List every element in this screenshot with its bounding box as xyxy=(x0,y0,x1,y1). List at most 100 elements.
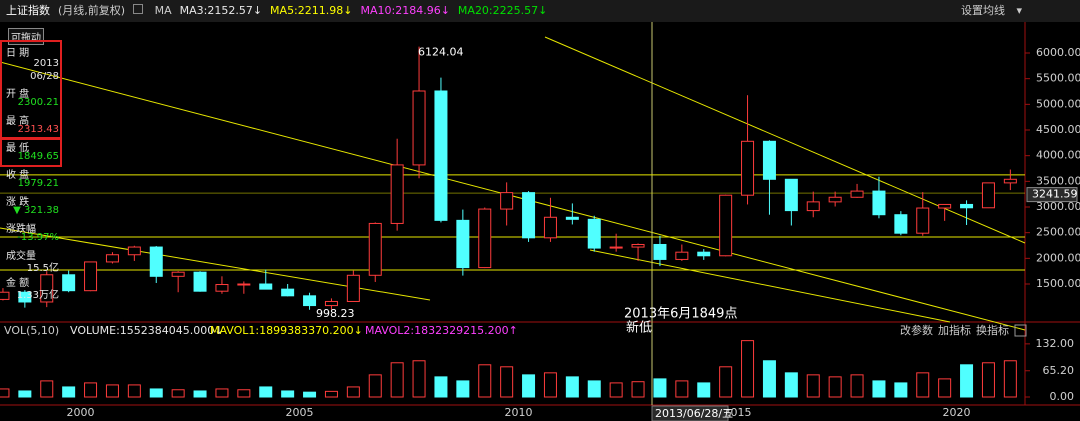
ma-settings-text[interactable]: 设置均线 xyxy=(960,4,1005,17)
volume-legend: VOLUME:1552384045.000↓ xyxy=(70,324,223,337)
volume-bar xyxy=(565,376,579,398)
volume-bar xyxy=(303,391,317,398)
volume-bar xyxy=(609,382,623,398)
volume-bar xyxy=(806,374,820,398)
candle-body xyxy=(938,203,952,209)
ma-value: MA10:2184.96↓ xyxy=(360,4,450,17)
candle-body xyxy=(303,295,317,307)
info-label: 成交量 xyxy=(6,251,36,262)
y-tick-label: 65.20 xyxy=(1043,364,1075,377)
y-tick-label: 0.00 xyxy=(1050,390,1075,403)
info-value: 1849.65 xyxy=(17,151,59,162)
annotation: 新低 xyxy=(626,320,652,336)
volume-bar xyxy=(18,390,32,398)
volume-title: VOL(5,10) xyxy=(4,324,59,337)
volume-button[interactable]: 换指标 xyxy=(976,323,1009,337)
volume-bar xyxy=(346,386,360,398)
info-row: 涨 跌 ▼ 321.38 xyxy=(0,191,62,218)
volume-bar xyxy=(62,386,76,398)
info-value: 15.5亿 xyxy=(26,263,59,274)
candle-body xyxy=(675,251,689,260)
volume-bar xyxy=(149,388,163,398)
volume-bar xyxy=(127,384,141,398)
candle-body xyxy=(587,218,601,249)
volume-bar xyxy=(960,364,974,398)
candle-body xyxy=(522,192,536,239)
volume-bar xyxy=(40,380,54,398)
info-label: 收 盘 xyxy=(6,170,30,181)
volume-bar xyxy=(784,372,798,398)
ma-label: MA xyxy=(154,4,172,17)
info-value: 1.33万亿 xyxy=(16,290,59,301)
volume-bar xyxy=(281,390,295,398)
volume-button[interactable]: 改参数 xyxy=(900,323,933,337)
ma-value: MA5:2211.98↓ xyxy=(270,4,353,17)
peak-label: 6124.04 xyxy=(418,46,464,59)
candle-body xyxy=(697,251,711,257)
y-tick-label: 2500.00 xyxy=(1036,226,1080,239)
candle-body xyxy=(237,283,251,286)
candle-body xyxy=(18,291,32,303)
volume-bar xyxy=(237,389,251,398)
volume-bar xyxy=(850,374,864,398)
volume-bar xyxy=(368,374,382,398)
candle-body xyxy=(62,274,76,292)
volume-bar xyxy=(434,376,448,398)
info-label: 最 低 xyxy=(6,143,30,154)
price-panel xyxy=(0,22,1025,322)
volume-bar xyxy=(916,372,930,398)
candle-body xyxy=(916,207,930,234)
candle-body xyxy=(434,90,448,221)
cursor-date-box xyxy=(651,405,729,421)
volume-bar xyxy=(719,366,733,398)
volume-bar xyxy=(171,389,185,398)
ma-value: MA20:2225.57↓ xyxy=(457,4,548,17)
candle-body xyxy=(171,271,185,277)
x-tick-label: 2020 xyxy=(943,406,971,419)
candle-body xyxy=(762,140,776,180)
volume-bar xyxy=(675,380,689,398)
y-tick-label: 5500.00 xyxy=(1036,72,1080,85)
volume-bar xyxy=(543,372,557,398)
volume-bar xyxy=(84,382,98,398)
info-row: 最 低 1849.65 xyxy=(0,137,62,164)
date-year: 2013 xyxy=(33,58,59,69)
last-price-label: 3241.59 xyxy=(1032,188,1078,201)
info-label: 金 额 xyxy=(6,278,30,289)
volume-bar xyxy=(456,380,470,398)
info-row: 金 额 1.33万亿 xyxy=(0,272,62,301)
info-rows: 开 盘 2300.21 最 高 2313.43 最 低 1849.65 收 盘 1979.21… xyxy=(0,83,62,301)
candle-body xyxy=(324,300,338,307)
last-price-box xyxy=(1026,187,1078,203)
trough-label: 998.23 xyxy=(316,307,355,320)
volume-bar xyxy=(894,382,908,398)
candle-body xyxy=(784,178,798,212)
candle-body xyxy=(215,284,229,292)
x-tick-label: 2010 xyxy=(505,406,533,419)
candle-body xyxy=(105,254,119,263)
candle-body xyxy=(741,140,755,196)
candle-body xyxy=(40,274,54,303)
info-row: 开 盘 2300.21 xyxy=(0,83,62,110)
candle-body xyxy=(565,216,579,220)
volume-bar xyxy=(631,381,645,398)
trend-line xyxy=(589,249,951,323)
candle-body xyxy=(346,274,360,302)
info-row: 成交量 15.5亿 xyxy=(0,245,62,274)
volume-bar xyxy=(938,378,952,398)
x-tick-label: 2000 xyxy=(67,406,95,419)
y-tick-label: 3500.00 xyxy=(1036,174,1080,187)
ma-list: MA3:2152.57↓ MA5:2211.98↓ MA10:2184.96↓ MA2… xyxy=(180,4,556,17)
cursor-date: 2013/06/28/五 xyxy=(655,407,733,420)
candle-body xyxy=(281,288,295,297)
volume-button[interactable]: 加指标 xyxy=(938,323,971,337)
ma-settings[interactable]: 设置均线 ▾ xyxy=(960,4,1022,17)
volume-bar xyxy=(259,386,273,398)
info-value: 2313.43 xyxy=(17,124,59,135)
close-box[interactable] xyxy=(1014,324,1027,337)
volume-bar xyxy=(1003,360,1017,398)
candle-body xyxy=(149,246,163,277)
info-value: ▼ 321.38 xyxy=(13,205,59,216)
checkbox[interactable] xyxy=(133,4,144,14)
